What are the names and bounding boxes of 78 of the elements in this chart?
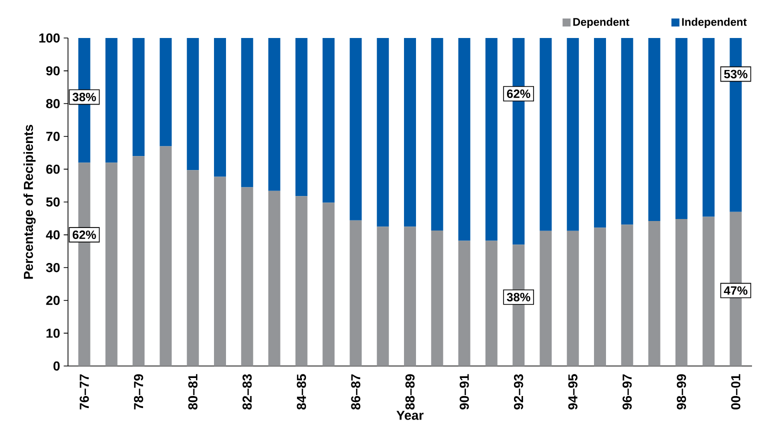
bar [485, 38, 498, 241]
x-tick-label: 00–01 [731, 374, 740, 410]
bar [566, 230, 579, 366]
bar [241, 187, 254, 366]
y-tick-label: 40 [46, 230, 60, 240]
bar [648, 221, 660, 366]
bar [214, 176, 226, 366]
annotation: 62% [72, 230, 96, 240]
bar [702, 38, 715, 217]
bar [404, 226, 416, 366]
bar [594, 228, 606, 366]
bar [540, 38, 552, 231]
bar [214, 38, 226, 177]
y-tick-label: 70 [46, 132, 60, 141]
y-tick-label: 80 [46, 98, 60, 108]
bar [160, 146, 172, 366]
bar [431, 38, 444, 231]
bar [458, 38, 470, 241]
bar [540, 230, 552, 366]
bar [322, 202, 335, 366]
legend-label: Dependent [573, 18, 630, 28]
bar [295, 38, 308, 196]
bar [702, 216, 715, 366]
y-tick-label: 20 [46, 296, 60, 305]
bar [404, 38, 416, 227]
x-tick-label: 86–87 [351, 374, 360, 410]
x-tick-label: 80–81 [188, 374, 198, 410]
y-tick-label: 30 [46, 262, 60, 272]
bar [376, 226, 389, 366]
bar [485, 240, 498, 366]
y-tick-label: 60 [46, 164, 60, 174]
x-axis-title: Year [396, 410, 424, 420]
y-tick-label: 50 [46, 197, 60, 207]
x-tick-label: 96–97 [622, 374, 632, 410]
bar [132, 156, 145, 366]
bar [105, 162, 118, 366]
bar [675, 219, 688, 366]
x-tick-label: 94–95 [568, 374, 578, 410]
x-tick-label: 82–83 [242, 374, 252, 410]
bar [186, 38, 199, 170]
bar [458, 240, 470, 366]
bar [186, 170, 199, 366]
bar [350, 220, 362, 366]
y-tick-label: 10 [46, 328, 60, 338]
bar [376, 38, 389, 227]
bar [621, 38, 634, 225]
annotation: 62% [507, 90, 530, 98]
legend-label: Independent [682, 18, 747, 28]
x-tick-label: 78–79 [134, 374, 144, 410]
x-tick-label: 98–99 [676, 374, 686, 410]
bar [268, 190, 280, 366]
x-tick-label: 76–77 [80, 374, 89, 410]
y-tick-label: 90 [46, 66, 60, 76]
bar [268, 38, 280, 191]
bar [431, 230, 444, 366]
y-tick-label: 100 [39, 33, 60, 43]
annotation: 38% [506, 292, 530, 302]
y-axis-title: Percentage of Recipients [23, 124, 36, 279]
bar [241, 38, 254, 188]
bar [350, 38, 362, 220]
y-tick-label: 0 [53, 361, 60, 371]
bar [132, 38, 145, 156]
annotation: 47% [724, 286, 748, 295]
bar [295, 196, 308, 366]
bar [675, 38, 688, 220]
x-tick-label: 92–93 [514, 374, 524, 410]
x-tick-label: 88–89 [405, 374, 415, 410]
bar [621, 224, 634, 366]
annotation: 38% [72, 92, 96, 102]
bar [648, 38, 660, 222]
bar [160, 38, 172, 146]
bar [594, 38, 606, 228]
annotation: 53% [724, 70, 748, 78]
bar [105, 38, 118, 163]
bar [566, 38, 579, 231]
x-tick-label: 90–91 [460, 374, 469, 410]
x-tick-label: 84–85 [296, 374, 306, 410]
bar [322, 38, 335, 203]
